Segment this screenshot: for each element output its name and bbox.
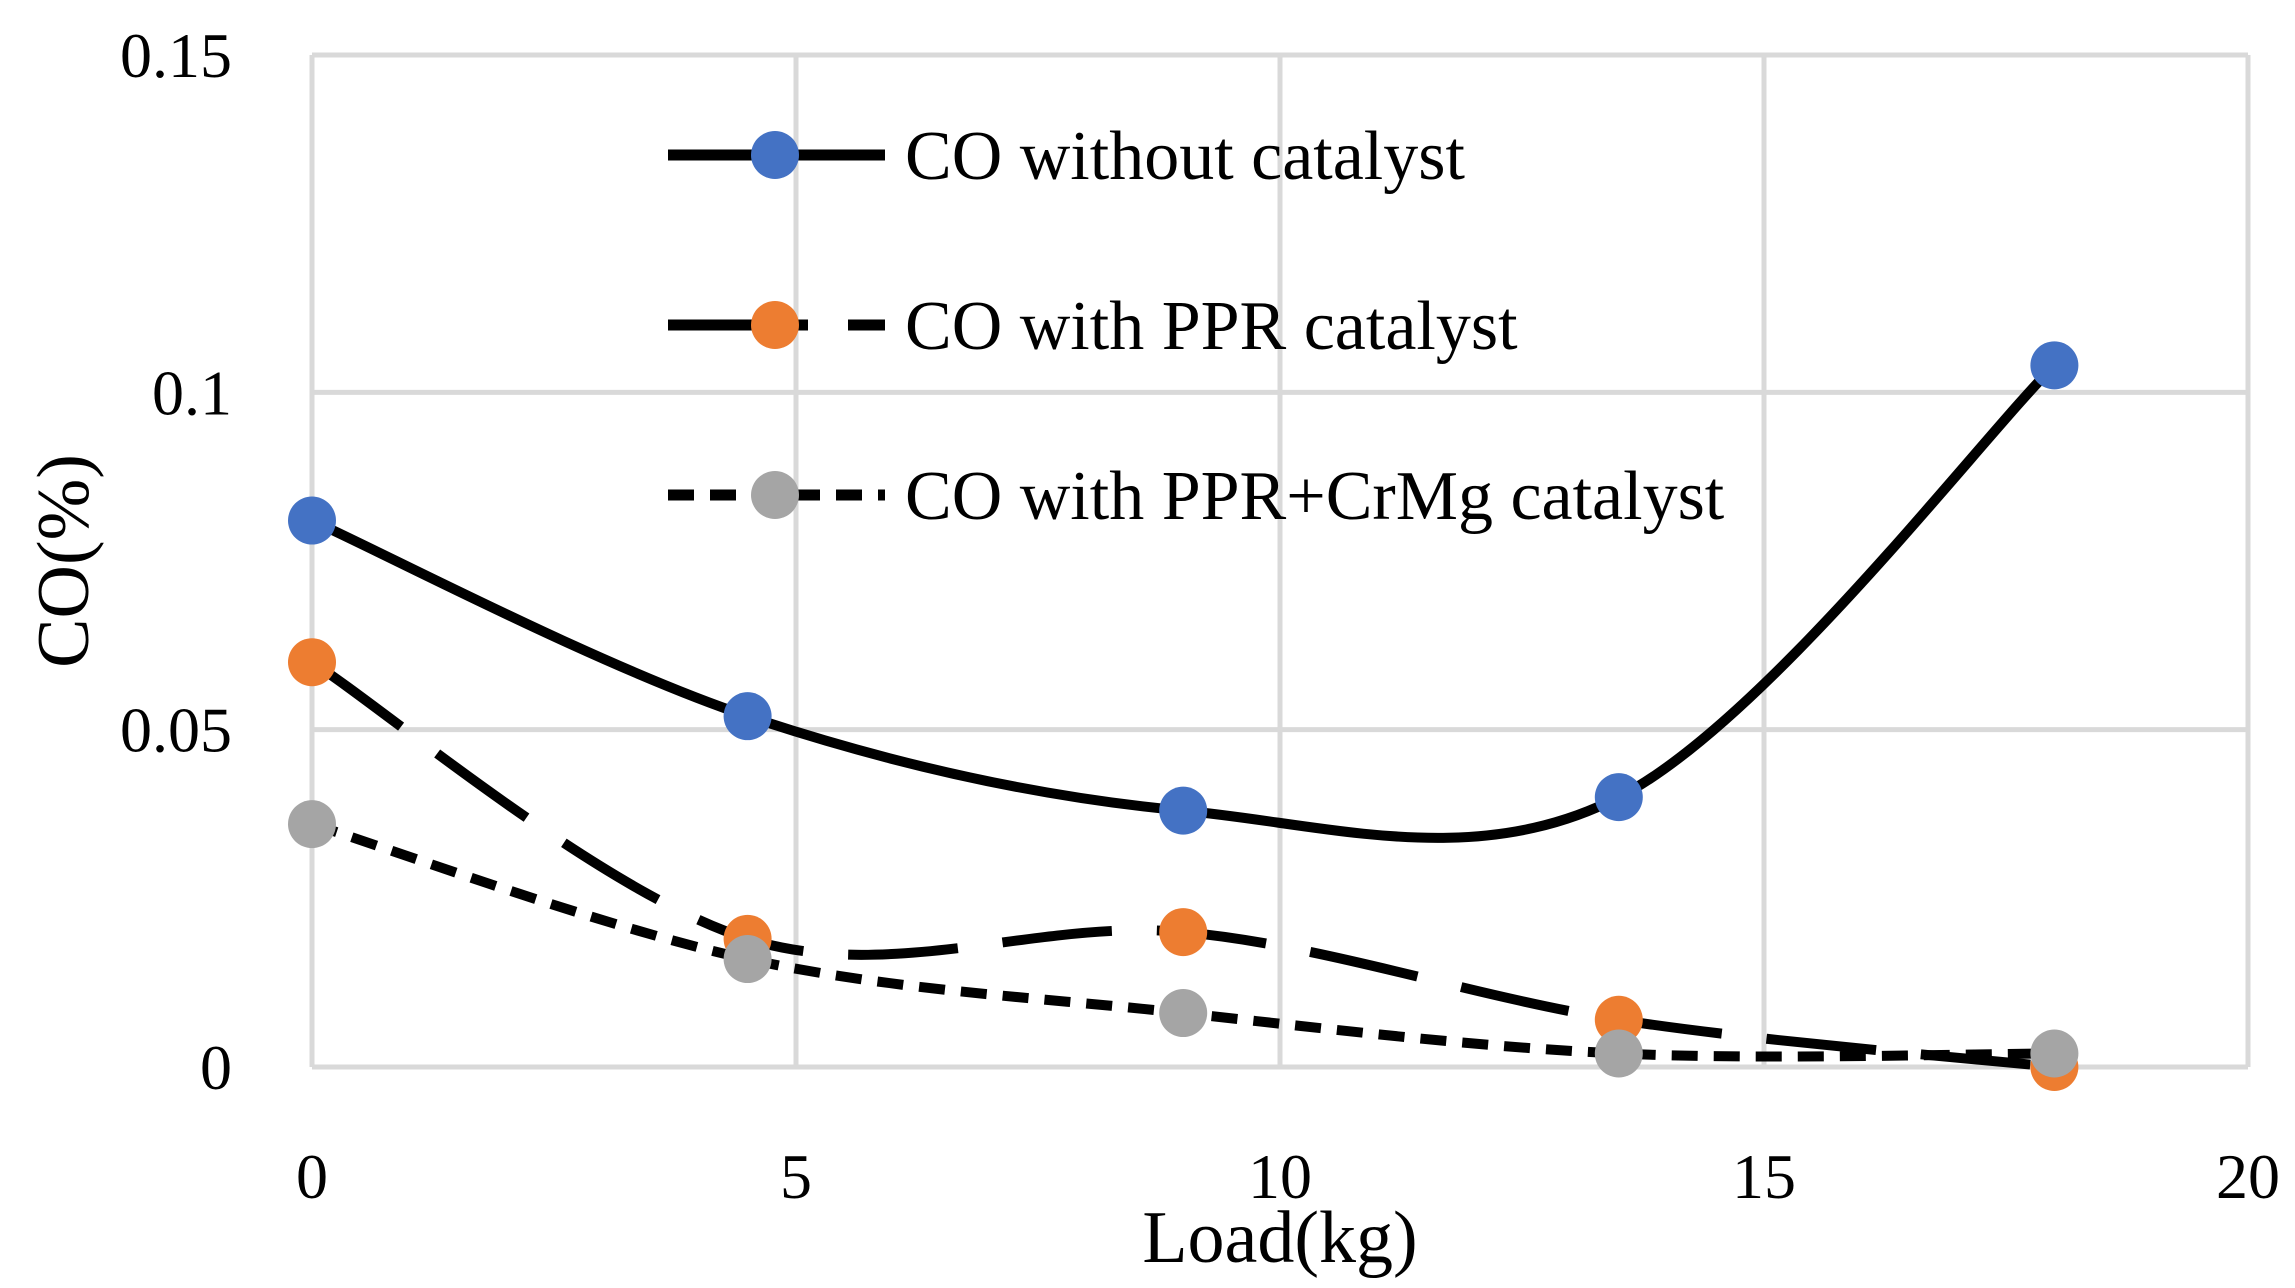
- y-tick-label: 0: [200, 1032, 232, 1103]
- data-point-series-2: [1594, 995, 1643, 1044]
- data-point-series-1: [723, 692, 772, 741]
- legend-marker-2: [751, 301, 799, 349]
- legend-label-2: CO with PPR catalyst: [905, 288, 1518, 365]
- legend-label-3: CO with PPR+CrMg catalyst: [905, 458, 1725, 535]
- x-tick-label: 10: [1248, 1141, 1312, 1212]
- legend-marker-3: [751, 471, 799, 519]
- data-point-series-1: [1159, 786, 1208, 835]
- y-tick-label: 0.15: [120, 20, 232, 91]
- y-tick-label: 0.05: [120, 695, 232, 766]
- data-markers: [288, 341, 2079, 1091]
- y-axis-title: CO(%): [23, 454, 105, 668]
- legend-marker-1: [751, 131, 799, 179]
- x-tick-label: 15: [1732, 1141, 1796, 1212]
- series-line-1: [309, 361, 2058, 843]
- x-tick-label: 20: [2216, 1141, 2280, 1212]
- data-point-series-3: [2030, 1029, 2079, 1078]
- data-point-series-2: [288, 638, 336, 687]
- legend: CO without catalyst CO with PPR catalyst C…: [668, 118, 1725, 535]
- tick-labels: 0 5 10 15 20 0 0.05 0.1 0.15: [120, 20, 2280, 1212]
- data-point-series-3: [288, 800, 336, 849]
- data-point-series-3: [723, 935, 772, 984]
- data-point-series-1: [2030, 341, 2079, 390]
- data-point-series-3: [1594, 1029, 1643, 1078]
- data-point-series-1: [1594, 773, 1643, 822]
- x-tick-label: 0: [296, 1141, 328, 1212]
- data-point-series-2: [1159, 908, 1208, 957]
- x-axis-title: Load(kg): [1142, 1197, 1417, 1279]
- x-tick-label: 5: [780, 1141, 812, 1212]
- legend-label-1: CO without catalyst: [905, 118, 1465, 195]
- gridlines: [309, 52, 2251, 1070]
- data-point-series-3: [1159, 989, 1208, 1038]
- y-tick-label: 0.1: [152, 357, 232, 428]
- data-point-series-1: [288, 496, 336, 545]
